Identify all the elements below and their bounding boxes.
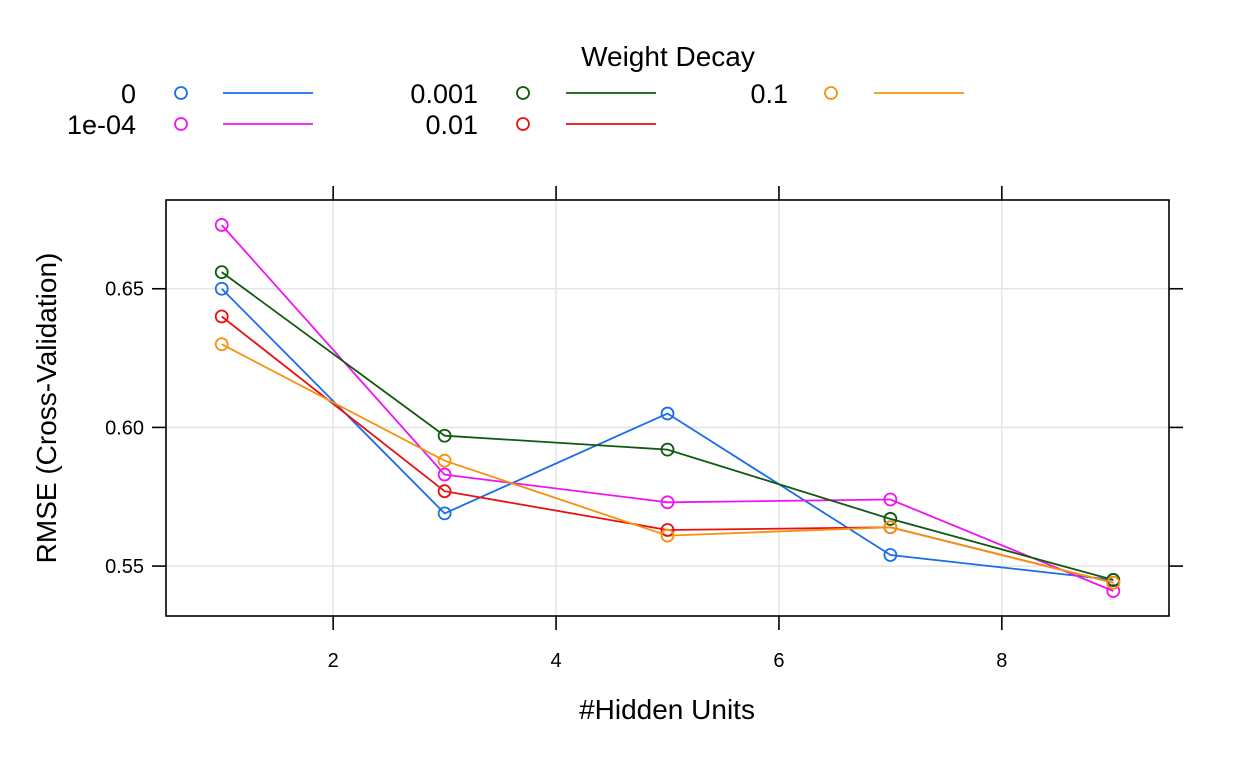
x-axis: 2 4 6 8 [328,186,1007,672]
y-tick-label-1: 0.60 [105,417,144,439]
series-4-point-2 [660,528,675,543]
series-1-point-3 [883,492,898,507]
series-4-point-0 [214,337,229,352]
series-0-point-3 [883,548,898,562]
series-line-0 [221,288,1114,581]
series-1-point-2 [660,495,675,510]
series-2-point-3 [883,512,898,526]
legend-label-3: 0.01 [425,110,478,140]
legend-point-1 [174,117,188,131]
plot-frame [165,199,1170,617]
x-tick-label-1: 4 [550,650,561,672]
series-2-point-2 [660,442,675,457]
legend-title: Weight Decay [581,41,755,72]
series-3-point-2 [660,523,675,537]
series-4-point-4 [1106,575,1121,590]
series-3-point-0 [214,309,229,324]
series-0-point-0 [214,281,229,296]
series-0-point-1 [437,506,452,521]
y-axis-title: RMSE (Cross-Validation) [31,253,62,564]
series-1-point-4 [1106,584,1121,598]
legend-point-3 [516,117,530,131]
x-tick-label-2: 6 [773,650,784,672]
series-2-point-0 [214,265,229,280]
grid [166,200,1169,616]
plot-area: 2 4 6 8 0.55 0.60 0.65 [105,186,1183,672]
series-points [214,218,1121,598]
series-1-point-1 [437,467,452,482]
series-4-point-1 [437,453,452,468]
legend-label-0: 0 [121,79,136,109]
legend-label-2: 0.001 [410,79,478,109]
legend-point-0 [174,86,188,100]
legend-label-1: 1e-04 [67,110,136,140]
series-3-point-1 [437,484,452,499]
y-tick-label-0: 0.55 [105,556,144,578]
x-tick-label-0: 2 [328,650,339,672]
series-line-2 [221,271,1114,581]
y-tick-label-2: 0.65 [105,279,144,301]
series-4-point-3 [883,520,898,535]
x-axis-title: #Hidden Units [579,694,755,725]
series-0-point-2 [660,406,675,421]
series-line-4 [221,343,1114,584]
series-2-point-1 [437,428,452,443]
legend-point-2 [516,86,530,100]
x-tick-label-3: 8 [996,650,1007,672]
legend-label-4: 0.1 [750,79,788,109]
legend-point-4 [824,86,838,100]
y-axis: 0.55 0.60 0.65 [105,279,1183,578]
series-line-1 [221,224,1114,592]
series-1-point-0 [214,218,229,232]
